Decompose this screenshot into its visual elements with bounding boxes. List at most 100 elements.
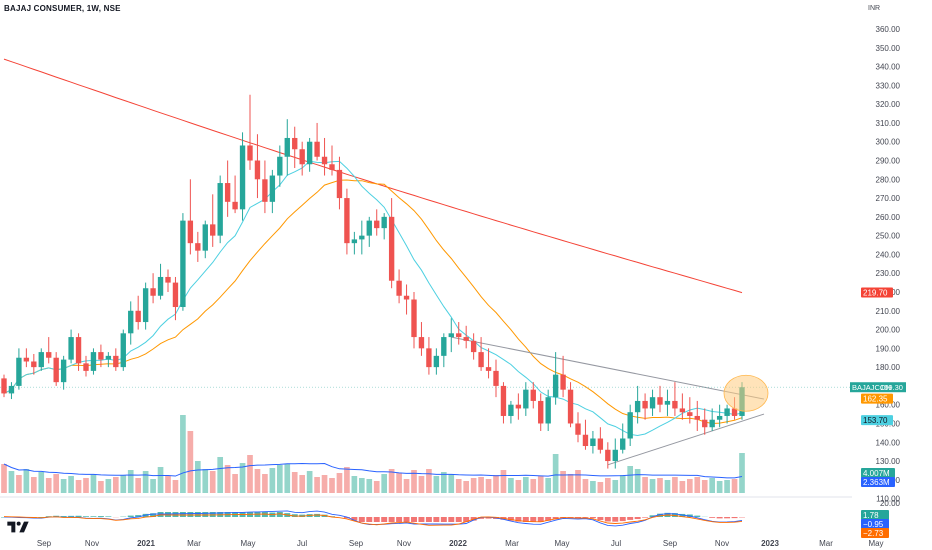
volume-bar xyxy=(269,468,276,493)
candle-body xyxy=(262,179,268,202)
volume-bar xyxy=(8,471,15,493)
macd-hist-bar xyxy=(619,517,626,522)
candle-body xyxy=(75,337,82,364)
volume-badge: 4.007M xyxy=(861,468,895,478)
candle xyxy=(366,216,372,247)
candle xyxy=(306,137,313,172)
candle-body xyxy=(306,141,313,165)
candle-body xyxy=(187,220,194,244)
macd-hist-bar xyxy=(604,517,611,522)
candle xyxy=(210,194,216,247)
candle xyxy=(23,348,30,368)
candle xyxy=(441,333,447,368)
currency-label: INR xyxy=(868,5,880,12)
candle xyxy=(8,382,15,400)
candle xyxy=(426,337,432,375)
candle xyxy=(113,348,119,371)
candle xyxy=(649,389,656,416)
highlight-circle xyxy=(723,374,769,412)
volume-bar xyxy=(627,466,634,493)
volume-bar xyxy=(582,479,589,493)
volume-ma-badge: 2.363M xyxy=(861,477,895,487)
volume-bar xyxy=(194,461,201,493)
candle xyxy=(411,291,417,349)
candle xyxy=(157,263,164,300)
volume-bar xyxy=(612,480,619,493)
volume-bar xyxy=(120,475,127,493)
time-tick-label: Jul xyxy=(611,539,621,548)
ma-mid-line xyxy=(3,179,743,425)
candle-body xyxy=(634,400,641,413)
volume-bar xyxy=(455,479,462,493)
macd-hist-bar xyxy=(545,517,552,521)
candle xyxy=(224,160,231,217)
macd-hist-bar xyxy=(135,515,142,517)
candle-body xyxy=(470,340,477,353)
volume-bar xyxy=(98,481,104,493)
macd-hist-bar xyxy=(440,517,447,522)
macd-hist-bar xyxy=(351,517,358,521)
ma-slow-badge: 219.70 xyxy=(861,287,893,298)
ma-fast-line xyxy=(3,160,743,437)
candle-body xyxy=(463,337,469,341)
volume-bar xyxy=(30,477,37,493)
volume-bar xyxy=(522,477,529,493)
volume-bar xyxy=(299,475,306,493)
time-tick-label: Mar xyxy=(819,539,833,548)
candle-body xyxy=(485,367,492,371)
ma-fast-badge-bg xyxy=(861,415,893,426)
volume-bar xyxy=(165,476,171,493)
volume-bar xyxy=(739,453,745,493)
volume-bar xyxy=(672,477,678,493)
volume-bar xyxy=(224,465,231,493)
macd-hist-bar xyxy=(75,515,82,517)
candle-body xyxy=(31,361,37,368)
price-tick-label: 360.00 xyxy=(876,25,901,34)
volume-bar xyxy=(403,479,410,493)
candle-body xyxy=(314,141,320,157)
volume-bar xyxy=(83,478,89,493)
candle xyxy=(120,329,126,371)
candle xyxy=(679,393,686,420)
candle xyxy=(31,353,37,375)
time-axis: Sep Nov 2021 Mar May Jul Sep Nov 2022 Mar May Jul Se… xyxy=(37,539,884,548)
candle xyxy=(172,276,179,321)
macd-hist-bar xyxy=(396,517,403,522)
time-tick-label: 2023 xyxy=(761,539,779,548)
volume-bar xyxy=(657,478,663,493)
tradingview-logo-icon xyxy=(7,521,29,533)
volume-bar xyxy=(552,454,559,493)
price-tick-label: 300.00 xyxy=(876,138,901,147)
candle-body xyxy=(254,160,261,180)
candle-body xyxy=(530,389,536,401)
candle xyxy=(545,389,551,431)
candle-body xyxy=(83,363,89,371)
volume-bar xyxy=(537,476,544,493)
candle xyxy=(418,322,425,356)
volume-bar xyxy=(679,481,686,493)
ma-slow-badge-bg xyxy=(861,287,893,298)
candle-body xyxy=(247,145,253,161)
macd-hist-bar xyxy=(716,517,723,519)
volume-bar xyxy=(433,476,440,493)
candle-body xyxy=(23,357,30,362)
candle-body xyxy=(456,333,462,338)
candle-body xyxy=(344,198,350,244)
macd-hist-bar xyxy=(425,517,432,522)
volume-bar xyxy=(135,478,142,493)
volume-bar xyxy=(112,477,119,493)
price-tick-label: 190.00 xyxy=(876,344,901,353)
time-tick-label: 2021 xyxy=(137,539,155,548)
candle xyxy=(709,408,715,431)
candle xyxy=(262,160,268,214)
candle xyxy=(716,404,723,428)
candle-body xyxy=(679,408,686,413)
macd-hist-bar xyxy=(366,517,373,522)
ma-slow-line xyxy=(3,58,743,294)
candle-body xyxy=(374,220,380,229)
candle xyxy=(500,382,507,424)
macd-hist-bar xyxy=(612,517,619,522)
macd-hist-bar xyxy=(455,517,462,522)
candle-body xyxy=(38,352,44,368)
